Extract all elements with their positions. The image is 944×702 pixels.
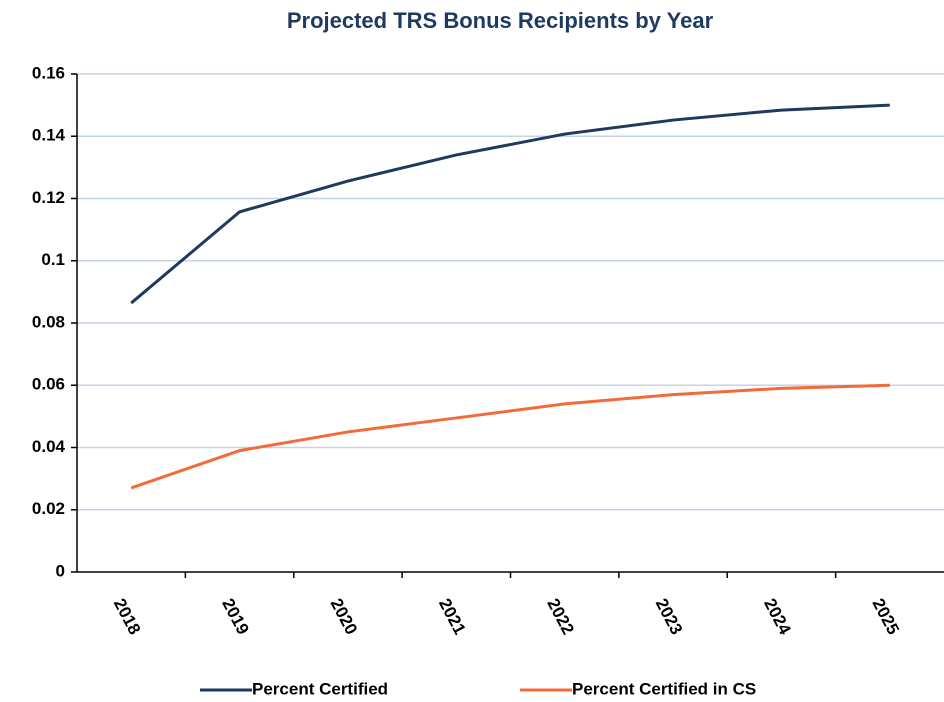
x-tick-label: 2023 [652,595,687,637]
y-tick-label: 0 [56,561,65,580]
x-tick-label: 2022 [543,595,578,637]
y-tick-label: 0.1 [41,250,65,269]
x-tick-label: 2025 [868,595,903,637]
y-tick-label: 0.14 [32,126,66,145]
y-tick-label: 0.12 [32,188,65,207]
series-line [130,103,890,305]
x-tick-label: 2021 [435,595,470,637]
y-tick-label: 0.08 [32,312,65,331]
legend-label: Percent Certified in CS [572,679,756,698]
chart-title: Projected TRS Bonus Recipients by Year [287,8,714,33]
legend-label: Percent Certified [252,679,388,698]
series-line [130,383,890,490]
y-tick-label: 0.16 [32,63,65,82]
y-tick-label: 0.04 [32,437,66,456]
y-tick-label: 0.02 [32,499,65,518]
x-tick-label: 2019 [218,595,253,637]
x-tick-label: 2024 [760,595,795,638]
y-tick-label: 0.06 [32,375,65,394]
x-tick-label: 2020 [327,595,362,637]
x-tick-label: 2018 [110,595,145,637]
